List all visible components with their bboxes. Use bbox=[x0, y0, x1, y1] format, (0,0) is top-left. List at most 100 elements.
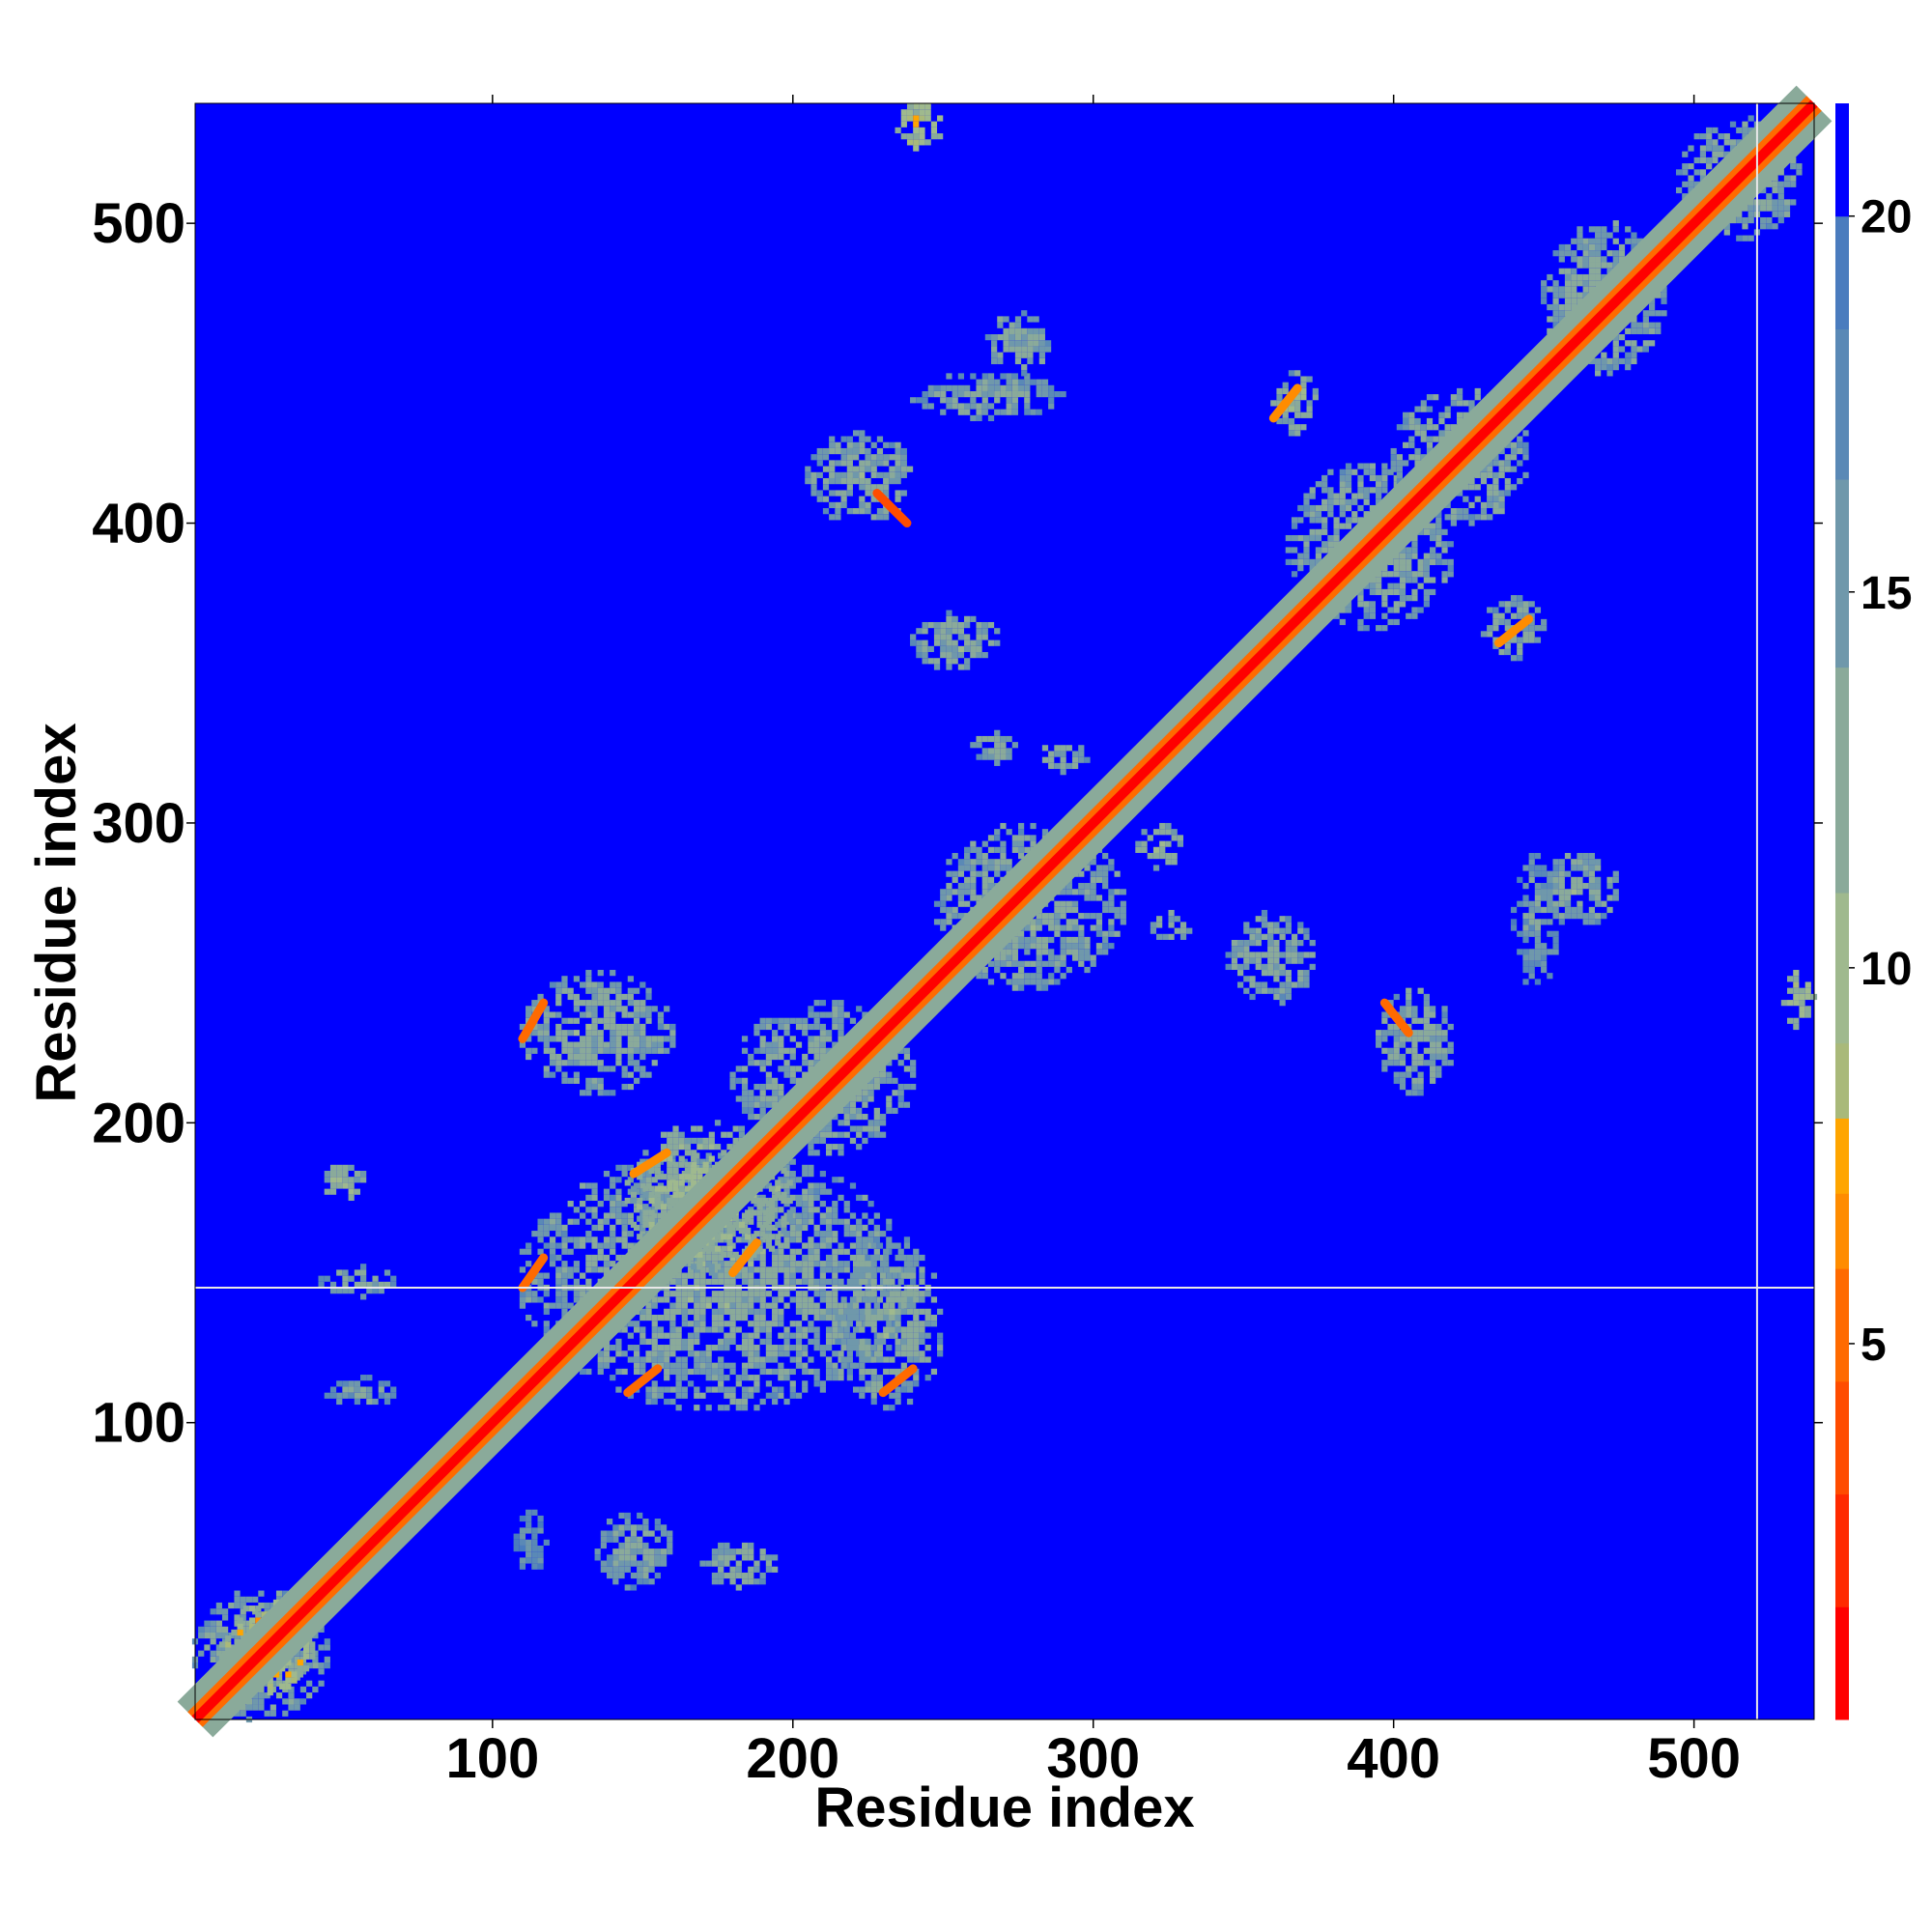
contact-cell bbox=[748, 1101, 754, 1108]
contact-cell bbox=[627, 1177, 634, 1183]
contact-cell bbox=[829, 447, 836, 455]
contact-cell bbox=[637, 1197, 643, 1205]
contact-cell bbox=[1433, 436, 1439, 442]
contact-cell bbox=[360, 1170, 367, 1178]
contact-cell bbox=[1309, 534, 1316, 542]
contact-cell bbox=[1456, 417, 1463, 425]
contact-cell bbox=[741, 1398, 749, 1406]
contact-cell bbox=[778, 1095, 784, 1102]
contact-cell bbox=[789, 1017, 796, 1024]
contact-cell bbox=[859, 1362, 866, 1369]
contact-cell bbox=[778, 1266, 784, 1273]
contact-cell bbox=[651, 1350, 658, 1357]
contact-cell bbox=[1084, 943, 1091, 950]
contact-cell bbox=[762, 1221, 769, 1228]
contact-cell bbox=[859, 477, 866, 485]
contact-cell bbox=[637, 1204, 643, 1210]
contact-cell bbox=[789, 1218, 796, 1225]
contact-cell bbox=[694, 1326, 700, 1333]
contact-cell bbox=[1017, 973, 1025, 980]
contact-cell bbox=[561, 1071, 568, 1078]
contact-cell bbox=[1030, 919, 1037, 925]
contact-cell bbox=[852, 430, 860, 437]
contact-cell bbox=[1120, 900, 1126, 907]
contact-cell bbox=[783, 1212, 790, 1219]
contact-cell bbox=[840, 477, 847, 485]
contact-cell bbox=[789, 1368, 796, 1376]
contact-cell bbox=[1693, 169, 1700, 176]
contact-cell bbox=[862, 1242, 868, 1249]
contact-cell bbox=[765, 1224, 773, 1232]
contact-cell bbox=[642, 1548, 649, 1555]
contact-cell bbox=[883, 1302, 890, 1309]
contact-cell bbox=[751, 1197, 757, 1205]
contact-cell bbox=[372, 1288, 379, 1294]
contact-cell bbox=[883, 1254, 890, 1262]
contact-cell bbox=[775, 1239, 781, 1246]
contact-cell bbox=[526, 1036, 532, 1042]
contact-cell bbox=[819, 1041, 826, 1048]
contact-cell bbox=[852, 1291, 860, 1297]
contact-cell bbox=[735, 1218, 742, 1225]
contact-cell bbox=[913, 1291, 920, 1297]
contact-cell bbox=[610, 1017, 616, 1024]
contact-cell bbox=[681, 1302, 688, 1309]
contact-cell bbox=[537, 1521, 544, 1528]
contact-cell bbox=[660, 1530, 668, 1537]
contact-cell bbox=[384, 1281, 391, 1289]
contact-cell bbox=[748, 1554, 754, 1561]
contact-cell bbox=[1736, 235, 1743, 242]
contact-cell bbox=[603, 1242, 611, 1249]
contact-cell bbox=[778, 1194, 784, 1202]
contact-cell bbox=[765, 1201, 773, 1208]
contact-cell bbox=[856, 1194, 863, 1202]
contact-cell bbox=[237, 1617, 243, 1624]
contact-cell bbox=[1423, 528, 1430, 535]
contact-cell bbox=[724, 1236, 730, 1243]
contact-cell bbox=[964, 859, 971, 866]
contact-cell bbox=[726, 1239, 733, 1246]
contact-cell bbox=[1000, 865, 1007, 871]
contact-cell bbox=[610, 1242, 616, 1249]
contact-cell bbox=[615, 1207, 622, 1213]
contact-cell bbox=[778, 1231, 784, 1237]
contact-cell bbox=[324, 1638, 330, 1645]
contact-cell bbox=[753, 1362, 760, 1369]
contact-cell bbox=[627, 1083, 634, 1091]
contact-cell bbox=[865, 1291, 871, 1297]
contact-cell bbox=[808, 1170, 814, 1178]
contact-cell bbox=[694, 1314, 700, 1321]
contact-cell bbox=[1736, 216, 1743, 224]
contact-cell bbox=[630, 1197, 638, 1205]
contact-cell bbox=[615, 981, 622, 988]
contact-cell bbox=[927, 384, 934, 391]
contact-cell bbox=[645, 1386, 652, 1393]
contact-cell bbox=[597, 1224, 604, 1232]
contact-cell bbox=[870, 1386, 877, 1393]
contact-cell bbox=[667, 1161, 673, 1168]
contact-cell bbox=[667, 1131, 673, 1138]
contact-cell bbox=[876, 1296, 884, 1303]
contact-cell bbox=[870, 1296, 877, 1303]
contact-cell bbox=[390, 1275, 397, 1282]
contact-cell bbox=[549, 1047, 556, 1054]
contact-cell bbox=[1777, 216, 1784, 224]
contact-cell bbox=[876, 484, 884, 491]
contact-cell bbox=[897, 1302, 904, 1309]
contact-cell bbox=[245, 1698, 253, 1705]
contact-cell bbox=[669, 1332, 676, 1339]
contact-cell bbox=[873, 1332, 880, 1339]
contact-cell bbox=[669, 1302, 676, 1309]
contact-cell bbox=[964, 883, 971, 890]
contact-cell bbox=[1429, 553, 1436, 559]
contact-cell bbox=[865, 1308, 871, 1315]
contact-cell bbox=[621, 1065, 628, 1072]
contact-cell bbox=[846, 441, 853, 448]
contact-cell bbox=[778, 1047, 784, 1054]
contact-cell bbox=[537, 1036, 544, 1042]
contact-cell bbox=[1090, 889, 1096, 895]
contact-cell bbox=[1333, 493, 1340, 499]
contact-cell bbox=[906, 1291, 914, 1297]
contact-cell bbox=[1571, 303, 1577, 311]
contact-cell bbox=[835, 447, 841, 455]
